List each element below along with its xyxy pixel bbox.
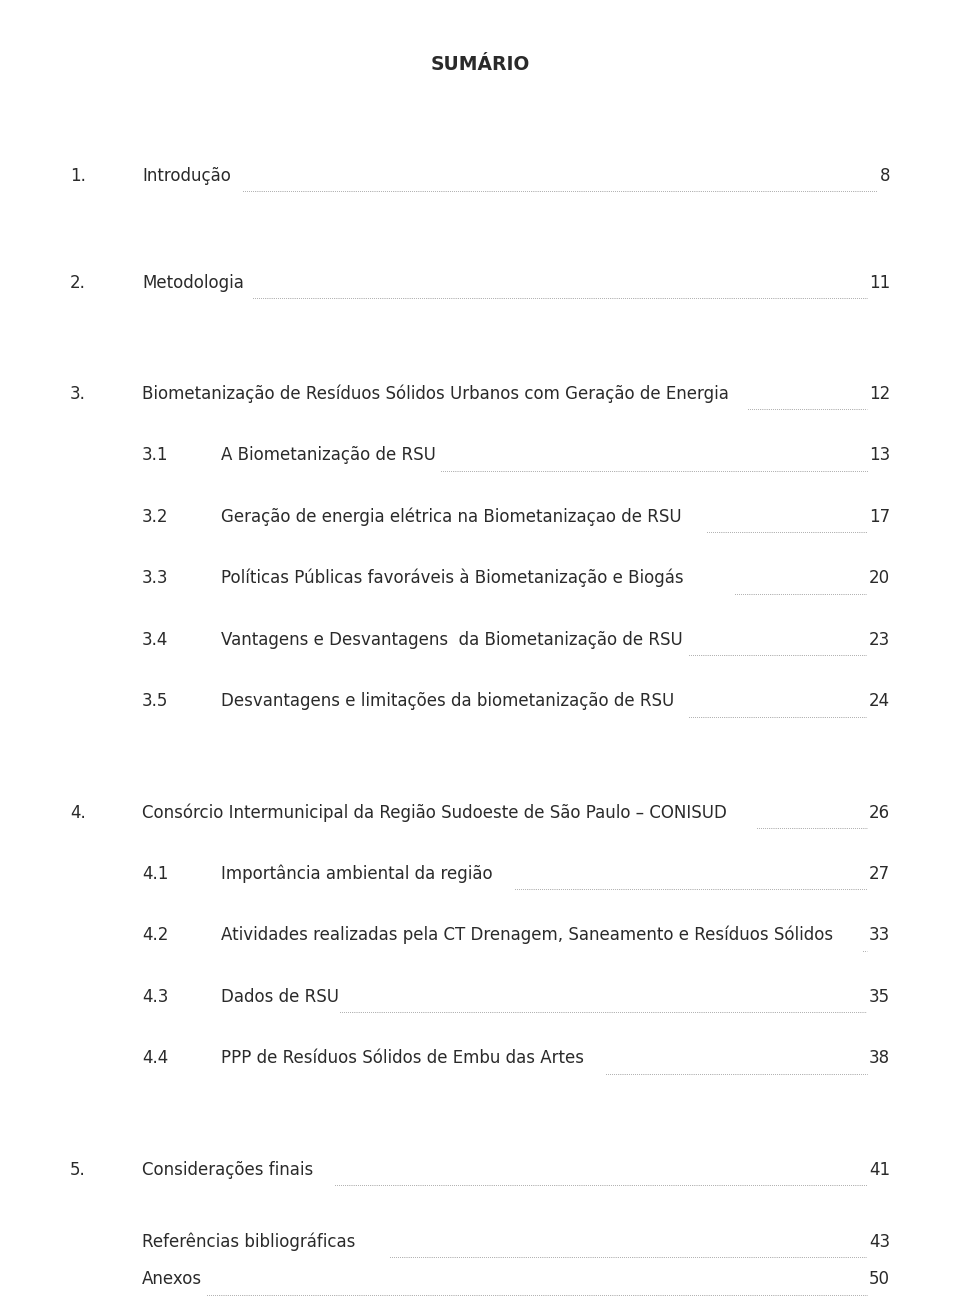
Text: 20: 20	[869, 569, 890, 587]
Text: 38: 38	[869, 1049, 890, 1067]
Text: Políticas Públicas favoráveis à Biometanização e Biogás: Políticas Públicas favoráveis à Biometan…	[221, 569, 684, 587]
Text: Desvantagens e limitações da biometanização de RSU: Desvantagens e limitações da biometaniza…	[221, 692, 674, 710]
Text: PPP de Resíduos Sólidos de Embu das Artes: PPP de Resíduos Sólidos de Embu das Arte…	[221, 1049, 584, 1067]
Text: 4.3: 4.3	[142, 988, 168, 1006]
Text: Atividades realizadas pela CT Drenagem, Saneamento e Resíduos Sólidos: Atividades realizadas pela CT Drenagem, …	[221, 926, 833, 944]
Text: 41: 41	[869, 1160, 890, 1179]
Text: 3.: 3.	[70, 385, 86, 403]
Text: 23: 23	[869, 630, 890, 649]
Text: 3.4: 3.4	[142, 630, 168, 649]
Text: 50: 50	[869, 1270, 890, 1288]
Text: 4.2: 4.2	[142, 926, 168, 944]
Text: 4.4: 4.4	[142, 1049, 168, 1067]
Text: Referências bibliográficas: Referências bibliográficas	[142, 1232, 355, 1250]
Text: Importância ambiental da região: Importância ambiental da região	[221, 865, 492, 883]
Text: Vantagens e Desvantagens  da Biometanização de RSU: Vantagens e Desvantagens da Biometanizaç…	[221, 630, 683, 649]
Text: 3.1: 3.1	[142, 446, 169, 464]
Text: 12: 12	[869, 385, 890, 403]
Text: 11: 11	[869, 273, 890, 292]
Text: 13: 13	[869, 446, 890, 464]
Text: 26: 26	[869, 803, 890, 821]
Text: 17: 17	[869, 508, 890, 526]
Text: Anexos: Anexos	[142, 1270, 203, 1288]
Text: 5.: 5.	[70, 1160, 85, 1179]
Text: 33: 33	[869, 926, 890, 944]
Text: Considerações finais: Considerações finais	[142, 1160, 313, 1179]
Text: 27: 27	[869, 865, 890, 883]
Text: Metodologia: Metodologia	[142, 273, 244, 292]
Text: Dados de RSU: Dados de RSU	[221, 988, 339, 1006]
Text: 4.: 4.	[70, 803, 85, 821]
Text: 2.: 2.	[70, 273, 86, 292]
Text: 24: 24	[869, 692, 890, 710]
Text: Biometanização de Resíduos Sólidos Urbanos com Geração de Energia: Biometanização de Resíduos Sólidos Urban…	[142, 385, 729, 403]
Text: 3.3: 3.3	[142, 569, 169, 587]
Text: 4.1: 4.1	[142, 865, 168, 883]
Text: Geração de energia elétrica na Biometanizaçao de RSU: Geração de energia elétrica na Biometani…	[221, 508, 682, 526]
Text: 43: 43	[869, 1232, 890, 1250]
Text: 35: 35	[869, 988, 890, 1006]
Text: 1.: 1.	[70, 166, 86, 184]
Text: Consórcio Intermunicipal da Região Sudoeste de São Paulo – CONISUD: Consórcio Intermunicipal da Região Sudoe…	[142, 803, 727, 821]
Text: 3.2: 3.2	[142, 508, 169, 526]
Text: SUMÁRIO: SUMÁRIO	[430, 55, 530, 75]
Text: A Biometanização de RSU: A Biometanização de RSU	[221, 446, 436, 464]
Text: Introdução: Introdução	[142, 166, 231, 184]
Text: 3.5: 3.5	[142, 692, 168, 710]
Text: 8: 8	[879, 166, 890, 184]
